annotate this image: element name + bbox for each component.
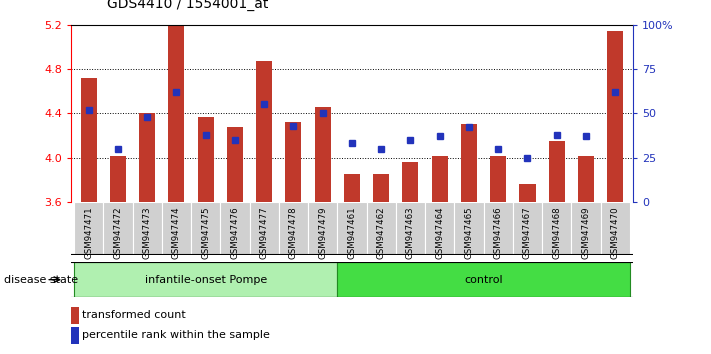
Text: GSM947471: GSM947471 — [84, 206, 93, 259]
Bar — [367, 202, 396, 255]
Bar — [461, 124, 477, 202]
Text: GSM947465: GSM947465 — [464, 206, 474, 259]
Text: GSM947476: GSM947476 — [230, 206, 240, 259]
Bar — [396, 202, 425, 255]
Text: GSM947473: GSM947473 — [143, 206, 151, 259]
Bar — [607, 32, 624, 202]
Bar — [279, 202, 308, 255]
Text: GSM947467: GSM947467 — [523, 206, 532, 259]
Bar — [220, 202, 250, 255]
Bar — [103, 202, 132, 255]
Text: GSM947462: GSM947462 — [377, 206, 385, 259]
Bar — [490, 156, 506, 202]
Bar — [520, 184, 535, 202]
Bar — [71, 307, 79, 324]
Bar — [132, 202, 162, 255]
Text: disease state: disease state — [4, 275, 77, 285]
Bar — [337, 202, 367, 255]
Text: GSM947477: GSM947477 — [260, 206, 269, 259]
Bar — [572, 202, 601, 255]
Bar — [227, 127, 243, 202]
Bar — [169, 26, 184, 202]
Bar — [71, 327, 79, 343]
Text: GSM947478: GSM947478 — [289, 206, 298, 259]
Bar — [454, 202, 483, 255]
Bar — [162, 202, 191, 255]
Bar — [198, 116, 214, 202]
Bar — [402, 162, 419, 202]
Text: GDS4410 / 1554001_at: GDS4410 / 1554001_at — [107, 0, 268, 11]
Text: GSM947468: GSM947468 — [552, 206, 561, 259]
Text: GSM947475: GSM947475 — [201, 206, 210, 259]
Bar — [483, 202, 513, 255]
Text: control: control — [464, 275, 503, 285]
Bar — [74, 262, 337, 297]
Bar — [308, 202, 337, 255]
Text: GSM947461: GSM947461 — [348, 206, 356, 259]
Bar — [80, 78, 97, 202]
Bar — [250, 202, 279, 255]
Text: percentile rank within the sample: percentile rank within the sample — [82, 330, 270, 341]
Bar — [432, 156, 448, 202]
Bar — [425, 202, 454, 255]
Bar — [285, 122, 301, 202]
Text: GSM947474: GSM947474 — [172, 206, 181, 259]
Bar — [337, 262, 630, 297]
Text: GSM947470: GSM947470 — [611, 206, 620, 259]
Bar — [139, 113, 155, 202]
Bar — [373, 174, 389, 202]
Text: GSM947472: GSM947472 — [114, 206, 122, 259]
Text: transformed count: transformed count — [82, 310, 186, 320]
Text: GSM947469: GSM947469 — [582, 206, 590, 258]
Text: GSM947463: GSM947463 — [406, 206, 415, 259]
Bar — [110, 156, 126, 202]
Text: GSM947479: GSM947479 — [319, 206, 327, 258]
Bar — [513, 202, 542, 255]
Text: infantile-onset Pompe: infantile-onset Pompe — [144, 275, 267, 285]
Bar — [601, 202, 630, 255]
Text: GSM947466: GSM947466 — [493, 206, 503, 259]
Bar — [578, 156, 594, 202]
Bar — [256, 61, 272, 202]
Bar — [74, 202, 103, 255]
Bar — [315, 107, 331, 202]
Bar — [191, 202, 220, 255]
Bar — [344, 174, 360, 202]
Text: GSM947464: GSM947464 — [435, 206, 444, 259]
Bar — [549, 141, 565, 202]
Bar — [542, 202, 572, 255]
